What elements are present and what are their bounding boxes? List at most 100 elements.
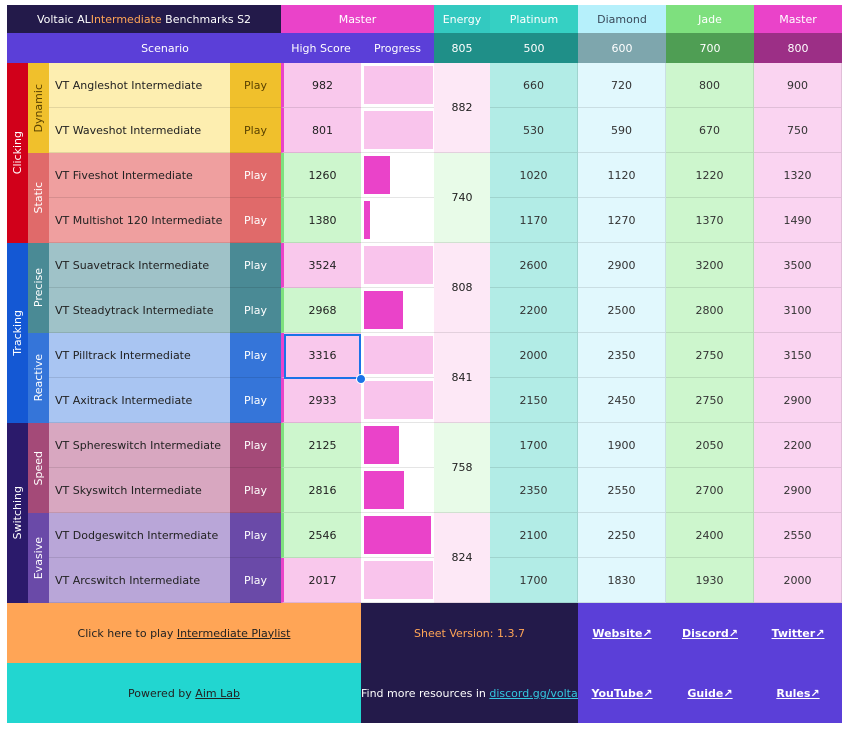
high-score[interactable]: 801: [281, 108, 361, 153]
play-button[interactable]: Play: [230, 108, 281, 153]
subcategory-energy: 841: [434, 333, 490, 423]
youtube-link[interactable]: YouTube↗: [578, 663, 666, 723]
rank-threshold-value: 3500: [754, 243, 842, 288]
play-button[interactable]: Play: [230, 423, 281, 468]
rank-threshold-value: 2600: [490, 243, 578, 288]
rank-threshold-value: 2900: [754, 378, 842, 423]
play-button[interactable]: Play: [230, 558, 281, 603]
progress-bar: [361, 108, 434, 153]
rank-threshold-value: 1700: [490, 558, 578, 603]
rank-threshold-value: 2050: [666, 423, 754, 468]
progress-bar-fill: [364, 246, 433, 284]
progress-bar-fill: [364, 516, 431, 554]
scenario-name: VT Axitrack Intermediate: [49, 378, 230, 423]
category-clicking: Clicking: [7, 63, 28, 243]
high-score[interactable]: 2546: [281, 513, 361, 558]
playlist-link[interactable]: Intermediate Playlist: [176, 626, 291, 640]
scenario-name: VT Skyswitch Intermediate: [49, 468, 230, 513]
rank-threshold-value: 750: [754, 108, 842, 153]
threshold-master: 800: [754, 33, 842, 63]
high-score[interactable]: 982: [281, 63, 361, 108]
progress-bar-fill: [364, 561, 433, 599]
discord-link[interactable]: Discord↗: [666, 603, 754, 663]
rank-threshold-value: 1370: [666, 198, 754, 243]
rank-threshold-value: 2750: [666, 333, 754, 378]
play-button[interactable]: Play: [230, 198, 281, 243]
guide-link[interactable]: Guide↗: [666, 663, 754, 723]
subcategory-energy: 758: [434, 423, 490, 513]
rank-threshold-value: 1170: [490, 198, 578, 243]
current-rank-header: Master: [281, 5, 434, 33]
rank-threshold-value: 1700: [490, 423, 578, 468]
progress-bar: [361, 153, 434, 198]
high-score[interactable]: 3524: [281, 243, 361, 288]
scenario-name: VT Waveshot Intermediate: [49, 108, 230, 153]
play-button[interactable]: Play: [230, 153, 281, 198]
progress-bar-fill: [364, 201, 370, 239]
header-blank: [7, 33, 49, 63]
rank-threshold-value: 2800: [666, 288, 754, 333]
progress-bar-fill: [364, 381, 433, 419]
subcategory-precise: Precise: [28, 243, 49, 333]
rank-threshold-value: 2700: [666, 468, 754, 513]
threshold-platinum: 500: [490, 33, 578, 63]
scenario-header: Scenario: [49, 33, 281, 63]
rank-threshold-value: 1270: [578, 198, 666, 243]
play-button[interactable]: Play: [230, 378, 281, 423]
progress-bar-fill: [364, 111, 433, 149]
scenario-name: VT Arcswitch Intermediate: [49, 558, 230, 603]
rank-threshold-value: 1490: [754, 198, 842, 243]
rank-threshold-value: 2900: [754, 468, 842, 513]
scenario-name: VT Multishot 120 Intermediate: [49, 198, 230, 243]
progress-bar: [361, 423, 434, 468]
rank-threshold-value: 1020: [490, 153, 578, 198]
play-button[interactable]: Play: [230, 63, 281, 108]
play-playlist-banner[interactable]: Click here to play Intermediate Playlist: [7, 603, 361, 663]
rank-threshold-value: 3100: [754, 288, 842, 333]
high-score[interactable]: 2125: [281, 423, 361, 468]
high-score[interactable]: 2933: [281, 378, 361, 423]
play-button[interactable]: Play: [230, 288, 281, 333]
fill-handle[interactable]: [356, 374, 366, 384]
subcategory-energy: 824: [434, 513, 490, 603]
rank-threshold-value: 1220: [666, 153, 754, 198]
discord-invite-link[interactable]: discord.gg/voltaic: [489, 686, 578, 700]
play-button[interactable]: Play: [230, 513, 281, 558]
website-link[interactable]: Website↗: [578, 603, 666, 663]
high-score[interactable]: 2816: [281, 468, 361, 513]
rank-threshold-value: 670: [666, 108, 754, 153]
rank-threshold-value: 2750: [666, 378, 754, 423]
category-tracking: Tracking: [7, 243, 28, 423]
scenario-name: VT Fiveshot Intermediate: [49, 153, 230, 198]
play-button[interactable]: Play: [230, 243, 281, 288]
high-score[interactable]: 1260: [281, 153, 361, 198]
rank-threshold-value: 2900: [578, 243, 666, 288]
rank-threshold-value: 2350: [490, 468, 578, 513]
high-score[interactable]: 2017: [281, 558, 361, 603]
scenario-name: VT Suavetrack Intermediate: [49, 243, 230, 288]
progress-bar: [361, 468, 434, 513]
rank-threshold-value: 530: [490, 108, 578, 153]
rank-threshold-value: 2550: [754, 513, 842, 558]
subcategory-speed: Speed: [28, 423, 49, 513]
rank-threshold-value: 800: [666, 63, 754, 108]
rank-threshold-value: 1120: [578, 153, 666, 198]
rank-threshold-value: 2450: [578, 378, 666, 423]
rank-header-master: Master: [754, 5, 842, 33]
rank-header-jade: Jade: [666, 5, 754, 33]
high-score[interactable]: 1380: [281, 198, 361, 243]
rank-threshold-value: 3150: [754, 333, 842, 378]
play-button[interactable]: Play: [230, 468, 281, 513]
twitter-link[interactable]: Twitter↗: [754, 603, 842, 663]
rank-threshold-value: 2000: [490, 333, 578, 378]
progress-bar: [361, 63, 434, 108]
play-button[interactable]: Play: [230, 333, 281, 378]
high-score[interactable]: 3316: [281, 333, 361, 378]
aimlab-link[interactable]: Aim Lab: [195, 686, 240, 700]
rules-link[interactable]: Rules↗: [754, 663, 842, 723]
rank-threshold-value: 2100: [490, 513, 578, 558]
category-switching: Switching: [7, 423, 28, 603]
rank-threshold-value: 2250: [578, 513, 666, 558]
high-score[interactable]: 2968: [281, 288, 361, 333]
